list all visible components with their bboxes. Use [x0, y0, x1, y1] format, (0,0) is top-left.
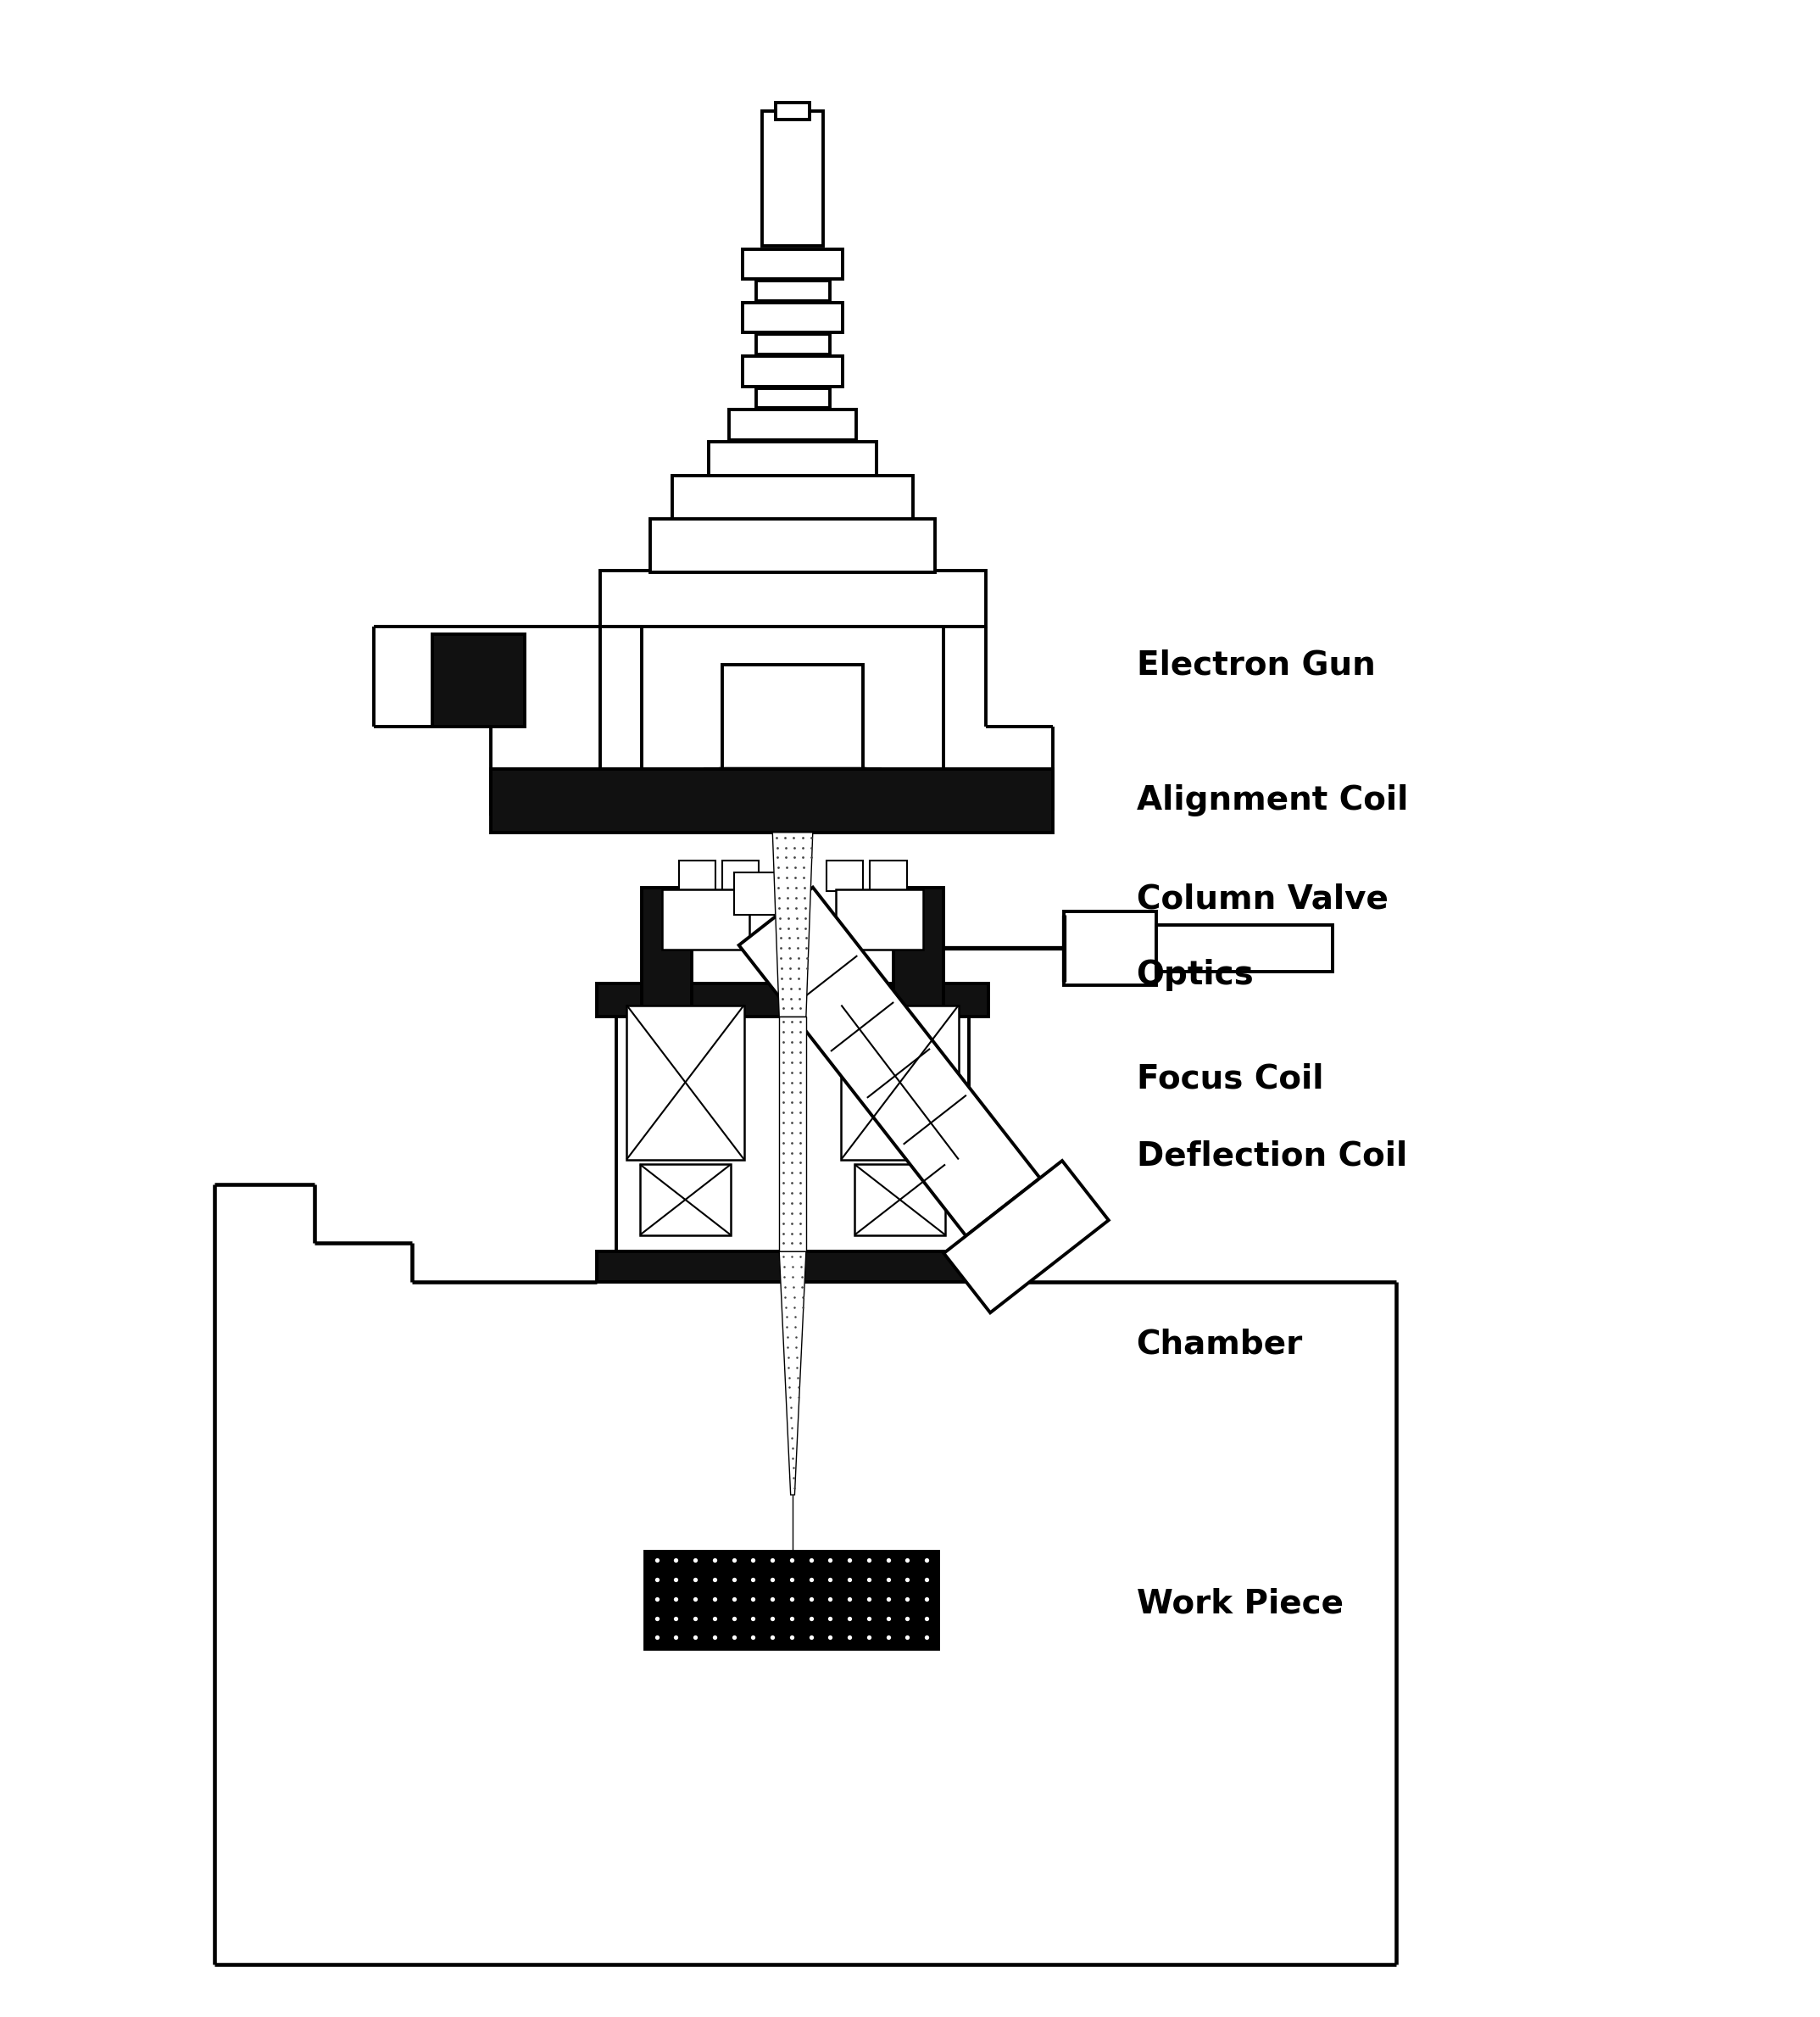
Text: Chamber: Chamber — [1136, 1327, 1303, 1359]
Bar — [650, 518, 935, 573]
Bar — [730, 409, 857, 440]
Polygon shape — [779, 1017, 806, 1253]
Text: Electron Gun: Electron Gun — [1136, 649, 1376, 682]
Bar — [804, 768, 879, 811]
Bar — [642, 887, 692, 1008]
Text: Column Valve: Column Valve — [1136, 883, 1389, 916]
Polygon shape — [779, 1253, 806, 1495]
Bar — [743, 248, 843, 278]
Bar — [1065, 912, 1156, 984]
Bar — [841, 1004, 959, 1160]
Text: Work Piece: Work Piece — [1136, 1587, 1343, 1620]
Bar — [723, 666, 863, 768]
Text: Deflection Coil: Deflection Coil — [1136, 1140, 1407, 1172]
Bar — [491, 768, 1052, 833]
Bar — [708, 442, 877, 478]
Bar — [672, 476, 914, 522]
Polygon shape — [772, 833, 814, 1017]
Polygon shape — [739, 887, 1039, 1236]
Bar — [662, 889, 750, 950]
Bar — [835, 889, 923, 950]
Text: Focus Coil: Focus Coil — [1136, 1063, 1323, 1095]
Bar — [706, 768, 781, 811]
Text: Alignment Coil: Alignment Coil — [1136, 785, 1409, 817]
Bar — [733, 873, 775, 914]
Bar — [855, 1164, 945, 1234]
Text: Optics: Optics — [1136, 958, 1254, 990]
Bar — [601, 571, 985, 625]
Bar — [1156, 924, 1332, 972]
Bar — [743, 303, 843, 333]
Bar — [763, 111, 823, 246]
Bar — [597, 1253, 988, 1283]
Polygon shape — [723, 768, 863, 833]
Bar — [743, 357, 843, 387]
Bar — [626, 1004, 744, 1160]
Bar — [755, 280, 830, 301]
Bar — [644, 1551, 939, 1650]
Bar — [431, 635, 524, 726]
Bar — [775, 103, 810, 119]
Bar — [894, 887, 943, 1008]
Polygon shape — [945, 1160, 1108, 1313]
Bar — [617, 1017, 968, 1253]
Bar — [641, 1164, 730, 1234]
Bar — [679, 861, 715, 892]
Bar — [597, 984, 988, 1017]
Bar — [755, 335, 830, 355]
Bar — [870, 861, 906, 892]
Bar — [755, 387, 830, 407]
Bar — [723, 861, 759, 892]
Bar — [826, 861, 863, 892]
